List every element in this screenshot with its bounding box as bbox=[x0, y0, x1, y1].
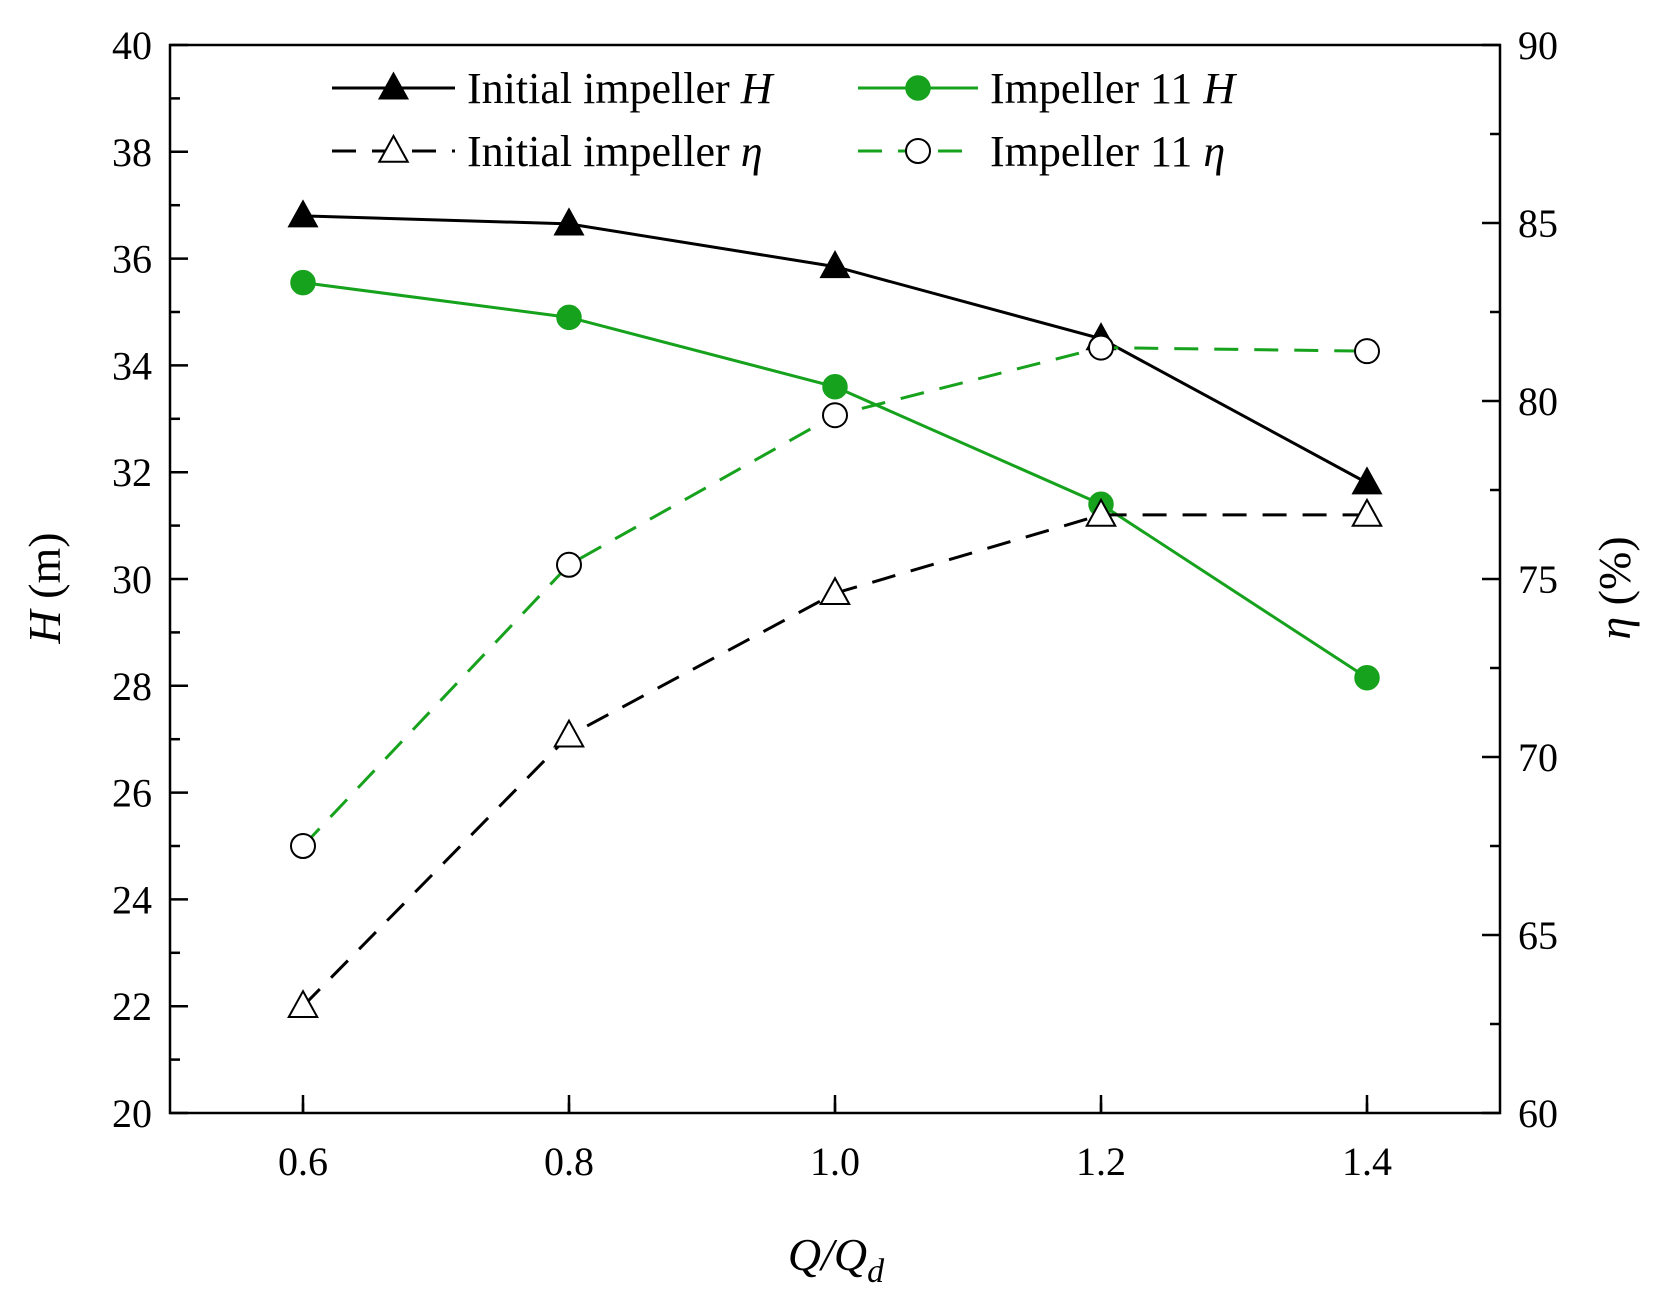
y-axis-left-title: H (m) bbox=[19, 532, 70, 644]
legend-item-3: Initial impeller η bbox=[332, 127, 763, 176]
y-left-tick-label: 32 bbox=[112, 450, 152, 495]
y-left-tick-label: 36 bbox=[112, 237, 152, 282]
legend-marker bbox=[905, 138, 931, 164]
legend-label: Impeller 11 H bbox=[990, 64, 1237, 113]
data-point bbox=[556, 551, 582, 578]
y-axis-left: 20 22 24 26 28 30 32 34 36 38 40 bbox=[112, 23, 188, 1136]
y-right-tick-label: 85 bbox=[1518, 201, 1558, 246]
series-3 bbox=[287, 497, 1383, 1018]
x-tick-label: 1.0 bbox=[810, 1139, 860, 1184]
data-point bbox=[1354, 338, 1380, 365]
x-tick-label: 1.4 bbox=[1342, 1139, 1392, 1184]
data-point bbox=[290, 833, 316, 859]
y-left-tick-label: 34 bbox=[112, 343, 152, 388]
y-left-tick-label: 22 bbox=[112, 984, 152, 1029]
data-point bbox=[553, 207, 585, 236]
x-tick-label: 0.8 bbox=[544, 1139, 594, 1184]
legend: Initial impeller H Impeller 11 H Initial i… bbox=[332, 64, 1237, 176]
y-left-tick-label: 38 bbox=[112, 130, 152, 175]
legend-label: Initial impeller η bbox=[467, 127, 763, 176]
data-point bbox=[553, 718, 585, 748]
y-right-tick-label: 70 bbox=[1518, 735, 1558, 780]
legend-marker bbox=[905, 75, 931, 101]
data-point bbox=[1354, 665, 1380, 691]
series-layer bbox=[287, 199, 1383, 1018]
data-point bbox=[287, 199, 319, 228]
series-2 bbox=[290, 269, 1380, 691]
y-right-tick-label: 90 bbox=[1518, 23, 1558, 68]
x-tick-label: 1.2 bbox=[1076, 1139, 1126, 1184]
legend-item-4: Impeller 11 η bbox=[858, 127, 1225, 176]
legend-marker bbox=[377, 133, 410, 163]
data-point bbox=[287, 989, 319, 1018]
y-axis-right-title: η (%) bbox=[1589, 536, 1640, 639]
y-left-tick-label: 20 bbox=[112, 1091, 152, 1136]
series-1 bbox=[287, 199, 1383, 495]
data-point bbox=[290, 269, 316, 296]
y-left-tick-label: 26 bbox=[112, 771, 152, 816]
y-right-tick-label: 80 bbox=[1518, 379, 1558, 424]
y-right-tick-label: 75 bbox=[1518, 557, 1558, 602]
legend-label: Initial impeller H bbox=[467, 64, 775, 113]
x-tick-label: 0.6 bbox=[278, 1139, 328, 1184]
y-left-tick-label: 28 bbox=[112, 664, 152, 709]
data-point bbox=[1088, 334, 1114, 361]
y-right-tick-label: 60 bbox=[1518, 1091, 1558, 1136]
data-point bbox=[1351, 497, 1383, 527]
data-point bbox=[822, 374, 848, 400]
y-right-tick-label: 65 bbox=[1518, 913, 1558, 958]
legend-item-2: Impeller 11 H bbox=[858, 64, 1237, 113]
data-point bbox=[556, 304, 582, 331]
data-point bbox=[1085, 497, 1117, 527]
data-point bbox=[822, 402, 848, 429]
y-left-tick-label: 24 bbox=[112, 877, 152, 922]
series-line bbox=[302, 281, 1368, 680]
y-left-tick-label: 40 bbox=[112, 23, 152, 68]
series-4 bbox=[290, 334, 1380, 859]
legend-label: Impeller 11 η bbox=[990, 127, 1225, 176]
data-point bbox=[819, 576, 851, 606]
x-axis-title: Q/Qd bbox=[788, 1229, 885, 1290]
y-axis-right: 60 65 70 75 80 85 90 bbox=[1482, 23, 1558, 1136]
legend-item-1: Initial impeller H bbox=[332, 64, 775, 113]
y-left-tick-label: 30 bbox=[112, 557, 152, 602]
x-axis: 0.6 0.8 1.0 1.2 1.4 bbox=[278, 1095, 1392, 1184]
data-point bbox=[819, 250, 851, 279]
data-point bbox=[1351, 466, 1383, 495]
legend-marker bbox=[377, 71, 410, 100]
